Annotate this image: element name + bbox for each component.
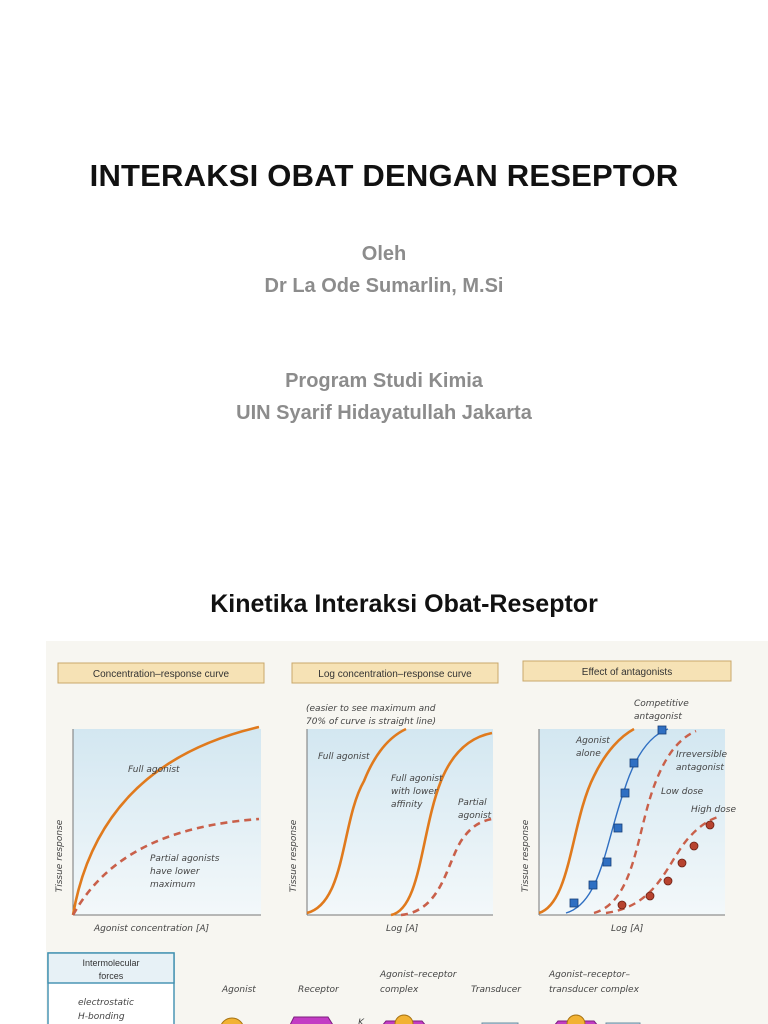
- panel3-label-competitive-1: Competitive: [634, 699, 689, 709]
- panel2-label-partial-1: Partial: [458, 798, 487, 808]
- panel3-square-markers: [569, 725, 667, 908]
- irreversible-marker: [663, 876, 673, 886]
- bottom-label-ar-complex-2: complex: [380, 985, 419, 995]
- panel3-xlabel: Log [A]: [611, 924, 644, 934]
- competitive-marker: [657, 725, 667, 735]
- panel3-header: Effect of antagonists: [582, 667, 672, 678]
- panel2-plot-area: [307, 729, 493, 915]
- panel1-xlabel: Agonist concentration [A]: [93, 924, 210, 934]
- panel3-agonist-alone-curve: [538, 727, 635, 915]
- panel3-label-low-dose: Low dose: [661, 787, 704, 797]
- panel2-label-partial-2: agonist: [458, 811, 492, 821]
- irreversible-marker: [617, 900, 627, 910]
- forces-label-2: forces: [99, 971, 124, 981]
- slide-title: INTERAKSI OBAT DENGAN RESEPTOR: [89, 158, 679, 193]
- panel3-label-irreversible-2: antagonist: [676, 763, 724, 773]
- panel1-header: Concentration–response curve: [93, 669, 230, 680]
- receptor-shape: [289, 1016, 333, 1024]
- competitive-marker: [588, 880, 598, 890]
- panel3-header-box: [522, 660, 732, 682]
- panel3-irreversible-low-curve: [593, 729, 697, 915]
- panel2-note-2: 70% of curve is straight line): [306, 717, 436, 727]
- institution-name: UIN Syarif Hidayatullah Jakarta: [236, 402, 532, 424]
- forces-label-4: H-bonding: [78, 1012, 125, 1022]
- bottom-label-receptor: Receptor: [298, 985, 340, 995]
- panel2-partial-agonist-curve: [400, 817, 493, 917]
- panel3-label-agonist-2: alone: [576, 749, 601, 759]
- panel3-label-competitive-2: antagonist: [634, 712, 682, 722]
- program-name: Program Studi Kimia: [285, 370, 483, 392]
- bottom-label-ar-complex-1: Agonist–receptor: [379, 970, 458, 980]
- irreversible-marker: [705, 820, 715, 830]
- bottom-label-agonist: Agonist: [221, 985, 256, 995]
- panel2-label-full-agonist: Full agonist: [318, 752, 370, 762]
- agonist-shape: [221, 1017, 243, 1024]
- bottom-label-art-complex-1: Agonist–receptor–: [548, 970, 630, 980]
- competitive-marker: [629, 758, 639, 768]
- panel3-ylabel: Tissue response: [521, 819, 531, 892]
- panel2-label-lower-affinity-1: Full agonist: [391, 774, 443, 784]
- panel2-header-box: [291, 662, 499, 684]
- panel1-label-partial-3: maximum: [150, 880, 196, 890]
- panel2-lower-affinity-curve: [390, 731, 493, 917]
- irreversible-marker: [689, 841, 699, 851]
- section-title: Kinetika Interaksi Obat-Reseptor: [210, 590, 598, 618]
- panel2-label-lower-affinity-2: with lower: [391, 787, 439, 797]
- panel1-header-box: [57, 662, 265, 684]
- irreversible-marker: [645, 891, 655, 901]
- bottom-label-transducer: Transducer: [471, 985, 522, 995]
- panel1-full-agonist-curve: [71, 725, 260, 916]
- panel2-ylabel: Tissue response: [289, 819, 299, 892]
- panel1-partial-agonist-curve: [71, 817, 260, 916]
- competitive-marker: [620, 788, 630, 798]
- panel3-label-agonist-1: Agonist: [575, 736, 610, 746]
- panel1-ylabel: Tissue response: [55, 819, 65, 892]
- panel2-full-agonist-curve: [306, 727, 407, 915]
- competitive-marker: [602, 857, 612, 867]
- panel2-header: Log concentration–response curve: [318, 669, 472, 680]
- panel2-note-1: (easier to see maximum and: [306, 704, 436, 714]
- panel2-label-lower-affinity-3: affinity: [391, 800, 423, 810]
- bottom-label-art-complex-2: transducer complex: [549, 985, 640, 995]
- by-label: Oleh: [361, 243, 407, 265]
- figure-svg: Concentration–response curve Tissue resp…: [47, 660, 736, 1024]
- panel2-xlabel: Log [A]: [386, 924, 419, 934]
- pharmacology-figure: Concentration–response curve Tissue resp…: [46, 641, 768, 1024]
- forces-box-header: [47, 952, 175, 984]
- panel1-label-partial-1: Partial agonists: [150, 854, 220, 864]
- bottom-k-label: K: [358, 1018, 365, 1024]
- competitive-marker: [613, 823, 623, 833]
- competitive-marker: [569, 898, 579, 908]
- irreversible-marker: [677, 858, 687, 868]
- ar-complex-agonist-shape: [394, 1014, 414, 1024]
- forces-label-3: electrostatic: [78, 998, 134, 1008]
- panel1-plot-area: [73, 729, 261, 915]
- panel1-label-full-agonist: Full agonist: [128, 765, 180, 775]
- panel3-label-high-dose: High dose: [691, 805, 736, 815]
- panel3-irreversible-high-curve: [605, 815, 719, 915]
- forces-label-1: Intermolecular: [82, 958, 139, 968]
- panel3-circle-markers: [617, 820, 715, 910]
- author-name: Dr La Ode Sumarlin, M.Si: [264, 275, 504, 297]
- panel3-label-irreversible-1: Irreversible: [676, 750, 728, 760]
- art-complex-agonist-shape: [566, 1014, 586, 1024]
- panel1-label-partial-2: have lower: [150, 867, 201, 877]
